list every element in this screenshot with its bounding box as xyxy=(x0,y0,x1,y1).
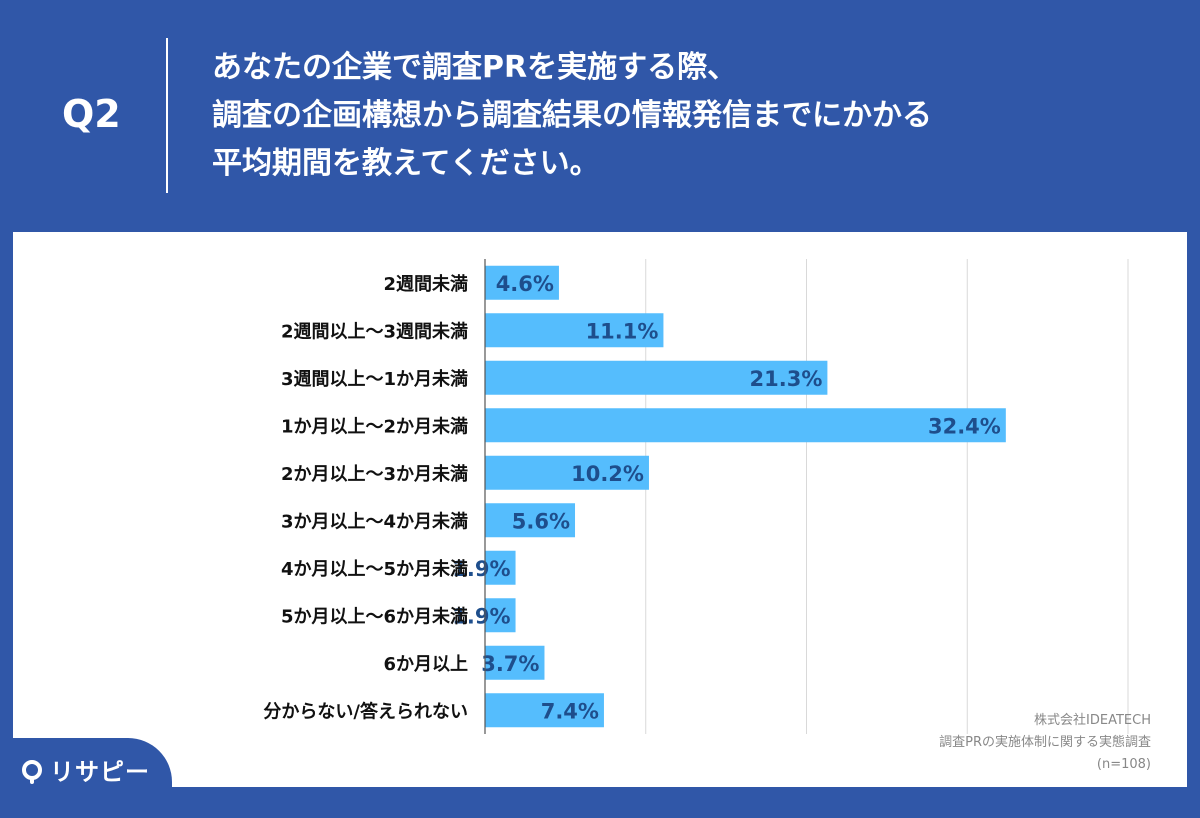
header-divider xyxy=(166,38,168,193)
category-label: 6か月以上 xyxy=(383,654,468,675)
bar xyxy=(485,503,576,538)
bar xyxy=(485,313,664,348)
source-sample: (n=108) xyxy=(1096,757,1151,772)
data-label: 4.6% xyxy=(496,272,554,296)
data-label: 7.4% xyxy=(541,699,599,723)
source-note: 株式会社IDEATECH 調査PRの実施体制に関する実態調査 (n=108) xyxy=(939,710,1151,776)
data-label: 11.1% xyxy=(586,319,659,343)
category-label: 5か月以上～6か月未満 xyxy=(281,605,468,627)
logo-text: リサピー xyxy=(50,758,150,786)
bar xyxy=(485,408,1006,443)
data-label: 10.2% xyxy=(571,462,644,486)
category-label: 4か月以上～5か月未満 xyxy=(281,558,468,580)
data-label: 1.9% xyxy=(452,557,510,581)
category-label: 2週間以上～3週間未満 xyxy=(281,320,468,342)
bar xyxy=(485,693,604,728)
question-line-3: 平均期間を教えてください。 xyxy=(212,146,600,181)
pin-icon xyxy=(22,760,42,784)
question-line-1: あなたの企業で調査PRを実施する際、 xyxy=(212,50,738,85)
data-label: 32.4% xyxy=(928,414,1001,438)
question-line-2: 調査の企画構想から調査結果の情報発信までにかかる xyxy=(212,98,932,133)
source-company: 株式会社IDEATECH xyxy=(1034,713,1151,728)
category-label: 1か月以上～2か月未満 xyxy=(281,415,468,437)
bar-chart: 4.6% 2週間未満 11.1% 2週間以上～3週間未満 21.3% 3週間以上～1か月未… xyxy=(263,259,1129,734)
bar xyxy=(485,598,516,633)
brand-logo: リサピー xyxy=(0,738,172,818)
data-label: 3.7% xyxy=(481,652,539,676)
bar xyxy=(485,360,828,395)
bar xyxy=(485,645,545,680)
bar xyxy=(485,265,559,300)
category-label: 2週間未満 xyxy=(383,273,468,295)
bar xyxy=(485,550,516,585)
data-label: 1.9% xyxy=(452,604,510,628)
header: Q2 あなたの企業で調査PRを実施する際、 調査の企画構想から調査結果の情報発信… xyxy=(0,0,1200,232)
category-label: 3か月以上～4か月未満 xyxy=(281,510,468,532)
category-label: 2か月以上～3か月未満 xyxy=(281,463,468,485)
category-label: 3週間以上～1か月未満 xyxy=(281,368,468,390)
bar xyxy=(485,455,649,490)
chart-panel: 4.6% 2週間未満 11.1% 2週間以上～3週間未満 21.3% 3週間以上～1か月未… xyxy=(13,232,1187,787)
category-label: 分からない/答えられない xyxy=(263,700,468,722)
data-label: 5.6% xyxy=(512,509,570,533)
question-text: あなたの企業で調査PRを実施する際、 調査の企画構想から調査結果の情報発信までに… xyxy=(212,44,1172,188)
data-label: 21.3% xyxy=(750,367,823,391)
source-survey: 調査PRの実施体制に関する実態調査 xyxy=(939,735,1151,750)
question-number: Q2 xyxy=(62,92,121,136)
